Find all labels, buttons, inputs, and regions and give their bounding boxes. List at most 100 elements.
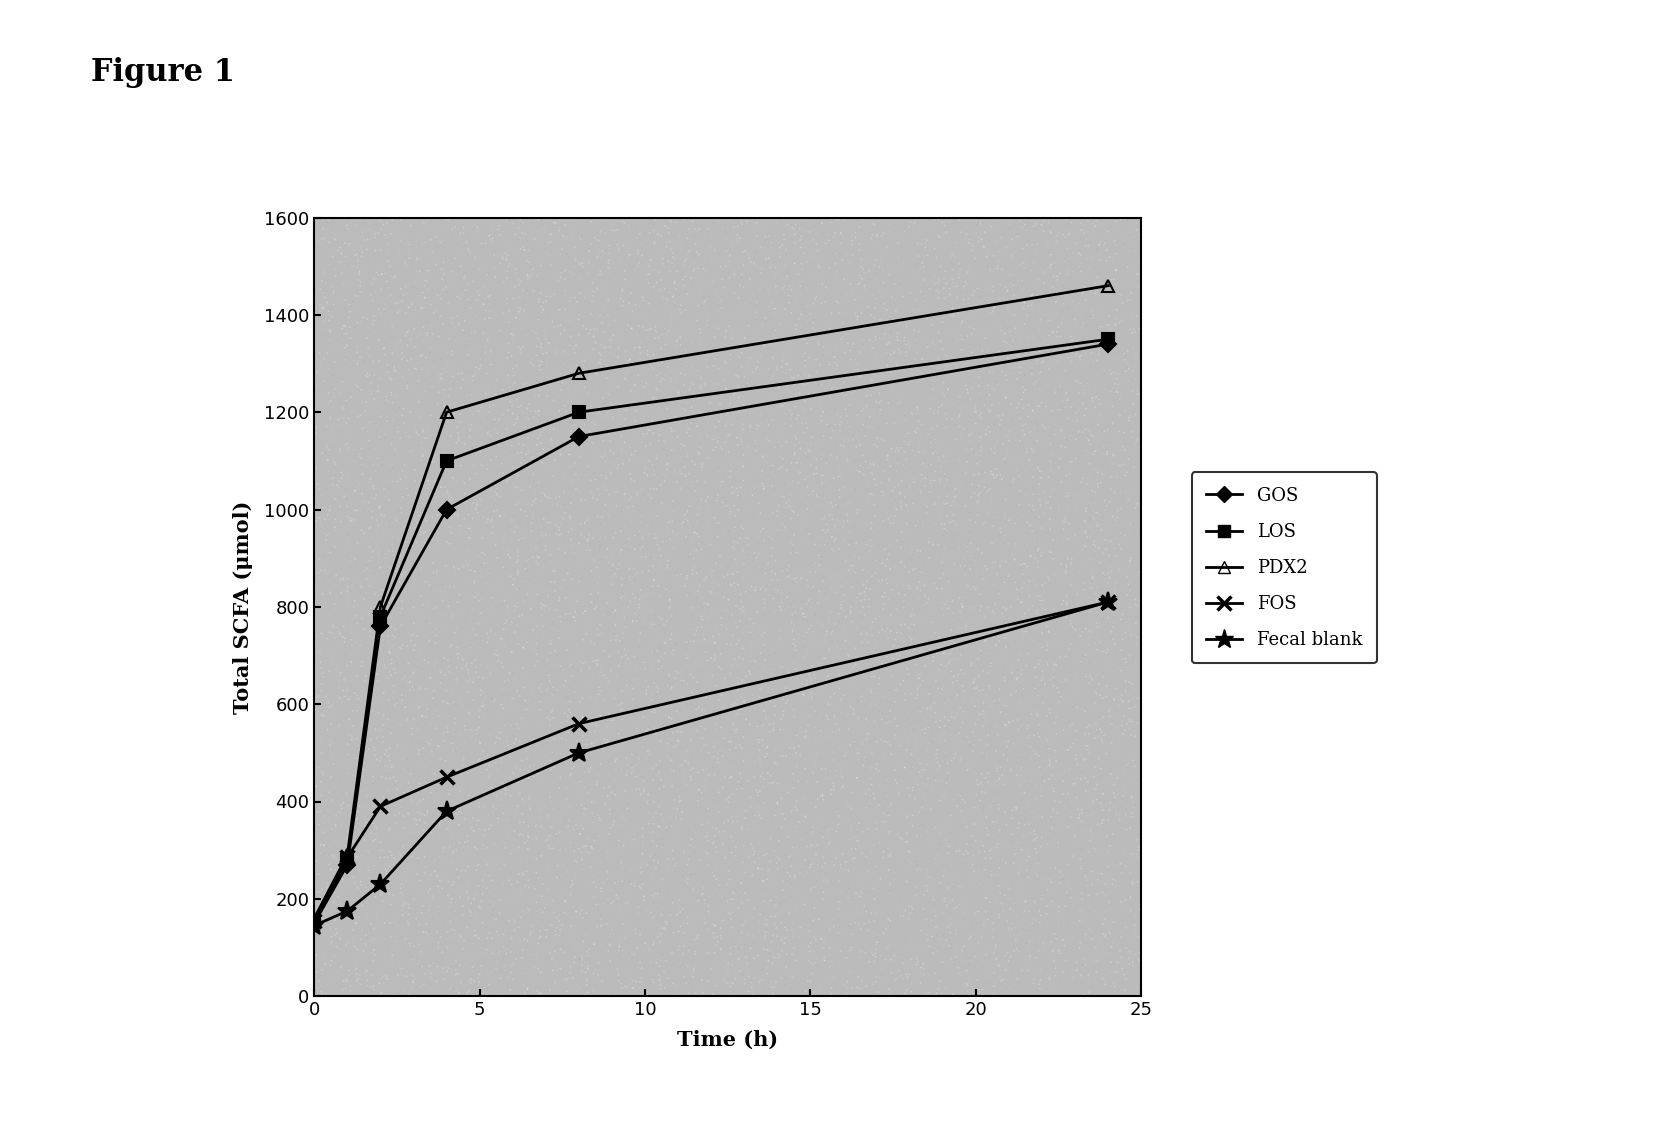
Point	[602, 595, 629, 614]
Point	[1113, 479, 1140, 497]
Point	[819, 852, 845, 870]
Point	[903, 856, 930, 875]
Point	[916, 434, 943, 452]
Point	[529, 453, 556, 472]
Point	[809, 411, 835, 429]
Point	[832, 491, 858, 510]
Point	[508, 340, 534, 358]
Point	[1016, 396, 1042, 414]
Point	[685, 472, 711, 490]
Point	[342, 286, 369, 305]
Point	[882, 760, 908, 779]
Point	[1045, 693, 1072, 711]
Point	[569, 962, 595, 980]
Point	[994, 943, 1021, 962]
Point	[696, 759, 723, 777]
Point	[1097, 255, 1123, 274]
Point	[691, 239, 718, 258]
Point	[476, 227, 503, 245]
Point	[384, 243, 410, 261]
Point	[903, 578, 930, 597]
Point	[339, 702, 366, 720]
Point	[930, 787, 956, 805]
Point	[837, 492, 863, 511]
Point	[926, 451, 953, 469]
Point	[837, 797, 863, 815]
Point	[364, 665, 390, 684]
Point	[835, 563, 862, 582]
Point	[887, 829, 913, 847]
Point	[946, 964, 973, 982]
Point	[586, 954, 612, 972]
Point	[938, 248, 964, 267]
Point	[342, 318, 369, 337]
Point	[910, 716, 936, 734]
Point	[1027, 491, 1054, 510]
Point	[870, 554, 896, 572]
Point	[1068, 856, 1095, 875]
Point	[786, 544, 812, 562]
Point	[357, 861, 384, 879]
Point	[860, 924, 887, 942]
Point	[901, 477, 928, 496]
Point	[749, 987, 776, 1005]
Point	[936, 850, 963, 868]
Point	[566, 886, 592, 905]
Point	[1111, 891, 1138, 909]
Point	[855, 259, 882, 277]
Point	[528, 295, 554, 314]
Point	[984, 459, 1011, 477]
Point	[571, 431, 597, 449]
Point	[625, 958, 652, 977]
Point	[956, 832, 982, 851]
Point	[495, 830, 521, 848]
Point	[865, 926, 892, 945]
Point	[723, 840, 749, 859]
Point	[805, 489, 832, 507]
Point	[698, 237, 724, 255]
Point	[754, 453, 781, 472]
Point	[508, 824, 534, 843]
Point	[718, 978, 744, 996]
Point	[997, 633, 1024, 652]
Point	[615, 757, 642, 775]
Point	[443, 578, 470, 597]
Point	[959, 673, 986, 692]
Point	[303, 777, 329, 796]
Point	[455, 664, 481, 682]
Point	[786, 406, 812, 425]
Point	[377, 843, 404, 861]
Point	[954, 290, 981, 308]
Point	[647, 587, 673, 606]
Point	[991, 290, 1017, 308]
Point	[698, 779, 724, 797]
Point	[465, 342, 491, 361]
Point	[890, 681, 916, 700]
Point	[954, 224, 981, 243]
Point	[1077, 455, 1103, 473]
Point	[301, 429, 327, 448]
Point	[531, 487, 557, 505]
Point	[384, 603, 410, 622]
Point	[930, 926, 956, 945]
Point	[445, 431, 471, 449]
Point	[844, 831, 870, 850]
Point	[364, 729, 390, 748]
Point	[906, 577, 933, 595]
Point	[620, 898, 647, 916]
Point	[463, 926, 490, 945]
Point	[402, 597, 428, 615]
Point	[344, 668, 370, 686]
Point	[739, 866, 766, 884]
Point	[579, 837, 605, 855]
Point	[857, 775, 883, 793]
Point	[357, 921, 384, 939]
Point	[347, 277, 374, 295]
Point	[443, 613, 470, 631]
Point	[405, 803, 432, 821]
Point	[514, 871, 541, 890]
Point	[367, 506, 394, 524]
Point	[791, 607, 817, 625]
Point	[405, 916, 432, 934]
Point	[662, 791, 688, 810]
